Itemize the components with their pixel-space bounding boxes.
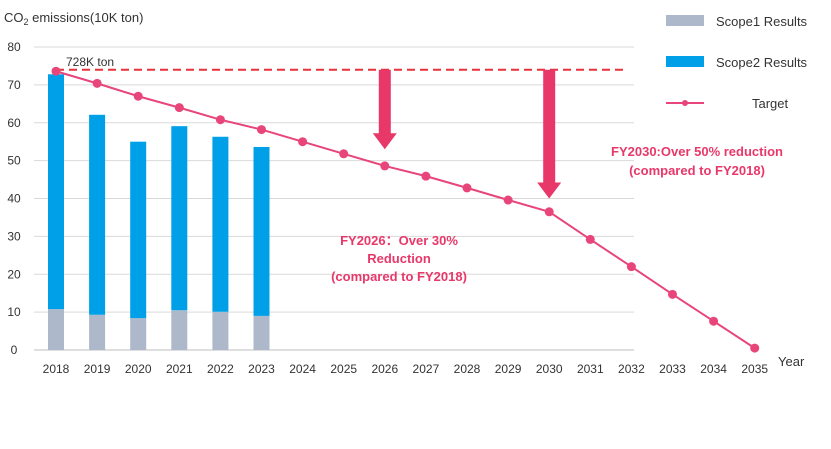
x-tick-label: 2028 <box>454 362 481 376</box>
target-point <box>51 66 61 76</box>
target-point <box>174 103 184 113</box>
bar-scope1 <box>48 309 64 350</box>
x-tick-label: 2026 <box>371 362 398 376</box>
arrow-2030 <box>537 69 562 199</box>
legend-swatch-scope1 <box>666 15 704 26</box>
x-tick-label: 2034 <box>700 362 727 376</box>
y-tick-label: 20 <box>7 267 21 281</box>
y-axis-ticks: 0 10 20 30 40 50 60 70 80 <box>7 40 21 357</box>
x-tick-label: 2023 <box>248 362 275 376</box>
bars <box>48 74 270 350</box>
y-tick-label: 70 <box>7 78 21 92</box>
x-tick-label: 2029 <box>495 362 522 376</box>
y-tick-label: 10 <box>7 305 21 319</box>
bar-scope1 <box>130 318 147 350</box>
x-tick-label: 2025 <box>330 362 357 376</box>
bar-scope2 <box>89 114 106 315</box>
target-point <box>544 207 554 217</box>
bar-scope2 <box>212 136 229 312</box>
annotation-fy2026-line2: Reduction <box>367 251 431 266</box>
target-point <box>585 234 595 244</box>
x-tick-label: 2035 <box>741 362 768 376</box>
bar-scope1 <box>212 311 229 350</box>
annotation-fy2030: FY2030:Over 50% reduction (compared to F… <box>611 144 783 178</box>
x-axis-title: Year <box>778 354 805 369</box>
bar-scope2 <box>253 146 270 316</box>
legend-swatch-target-marker <box>682 100 688 106</box>
target-point <box>626 262 636 272</box>
x-tick-label: 2027 <box>413 362 440 376</box>
bar-scope1 <box>171 310 188 350</box>
annotation-fy2026: FY2026：Over 30% Reduction (compared to F… <box>331 233 467 284</box>
y-tick-label: 50 <box>7 154 21 168</box>
bar-scope1 <box>89 314 106 350</box>
target-line <box>55 70 756 349</box>
y-axis-title: CO2 emissions(10K ton) <box>4 10 143 27</box>
target-point <box>298 137 308 147</box>
y-tick-label: 40 <box>7 192 21 206</box>
y-tick-label: 80 <box>7 40 21 54</box>
reference-line-label: 728K ton <box>66 55 114 69</box>
target-point <box>750 343 760 353</box>
legend-label-target: Target <box>752 96 789 111</box>
x-tick-label: 2022 <box>207 362 234 376</box>
bar-scope2 <box>48 74 64 310</box>
x-tick-label: 2033 <box>659 362 686 376</box>
y-tick-label: 60 <box>7 116 21 130</box>
target-point <box>215 115 225 125</box>
target-point <box>421 171 431 181</box>
legend-swatch-scope2 <box>666 56 704 67</box>
x-tick-label: 2024 <box>289 362 316 376</box>
x-tick-label: 2019 <box>84 362 111 376</box>
legend-label-scope2: Scope2 Results <box>716 55 808 70</box>
y-tick-label: 30 <box>7 229 21 243</box>
target-point <box>133 91 143 101</box>
annotation-fy2026-line3: (compared to FY2018) <box>331 269 467 284</box>
target-point <box>668 289 677 299</box>
legend: Scope1 Results Scope2 Results Target <box>666 14 808 111</box>
target-point <box>503 195 513 205</box>
target-point <box>92 78 102 88</box>
x-tick-label: 2018 <box>43 362 70 376</box>
target-point <box>339 149 349 159</box>
target-point <box>462 183 472 193</box>
x-tick-label: 2032 <box>618 362 645 376</box>
annotation-fy2030-line1: FY2030:Over 50% reduction <box>611 144 783 159</box>
legend-label-scope1: Scope1 Results <box>716 14 808 29</box>
bar-scope1 <box>253 315 270 350</box>
annotation-fy2030-line2: (compared to FY2018) <box>629 163 765 178</box>
target-line-group <box>51 66 760 353</box>
x-tick-label: 2020 <box>125 362 152 376</box>
x-tick-label: 2030 <box>536 362 563 376</box>
x-tick-label: 2021 <box>166 362 193 376</box>
x-axis-ticks: 2018 2019 2020 2021 2022 2023 2024 2025 2026 2027… <box>43 362 769 376</box>
arrow-2026 <box>372 69 397 150</box>
bar-scope2 <box>130 141 147 319</box>
target-point <box>380 161 390 171</box>
annotation-fy2026-line1: FY2026：Over 30% <box>340 233 458 248</box>
target-point <box>709 316 719 326</box>
x-tick-label: 2031 <box>577 362 604 376</box>
bar-scope2 <box>171 126 188 311</box>
arrows <box>372 69 562 199</box>
target-point <box>257 125 266 135</box>
y-tick-label: 0 <box>11 343 18 357</box>
